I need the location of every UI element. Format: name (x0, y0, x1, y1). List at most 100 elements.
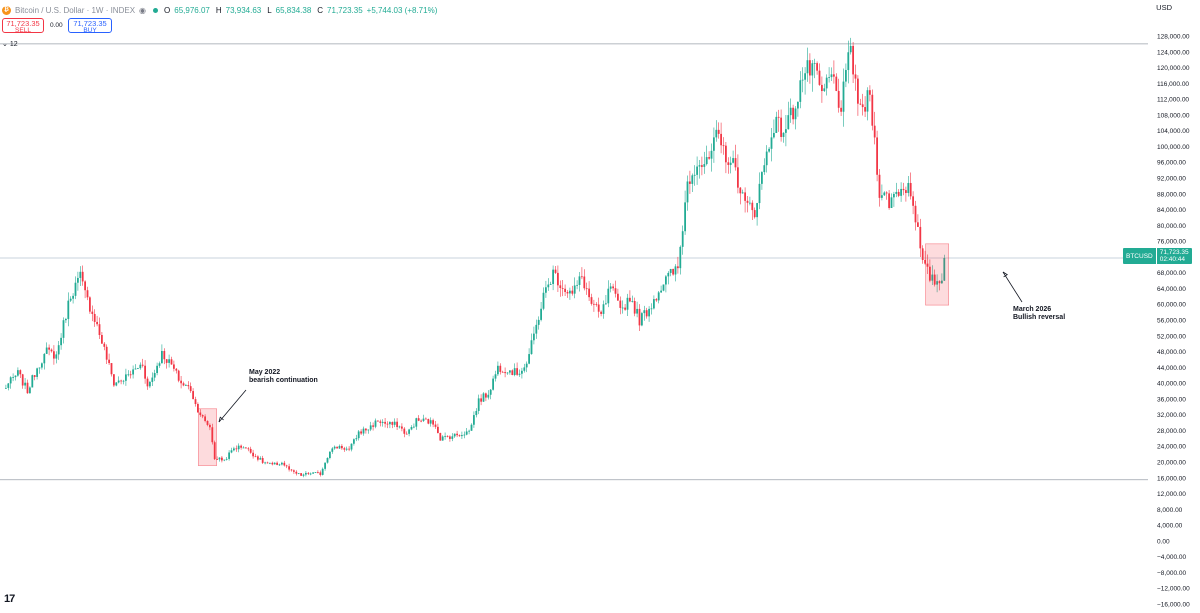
candle-body (734, 158, 737, 168)
open-value: 65,976.07 (174, 5, 210, 15)
candle-body (633, 301, 636, 314)
candle-body (547, 284, 550, 288)
y-axis-tick-label: 56,000.00 (1157, 318, 1186, 325)
candle-body (492, 378, 494, 390)
candle-body (247, 448, 250, 450)
arrow-march-2026 (1002, 271, 1023, 303)
candle-body (170, 359, 173, 365)
candle-body (823, 88, 826, 92)
candle-body (792, 107, 794, 120)
candle-body (223, 459, 226, 461)
candle-body (444, 435, 446, 437)
candle-body (117, 380, 120, 383)
candle-body (65, 318, 67, 321)
y-axis-tick-label: 48,000.00 (1157, 349, 1186, 356)
candle-body (905, 190, 907, 193)
buy-button[interactable]: 71,723.35 BUY (68, 18, 112, 34)
candle-body (314, 472, 317, 473)
candle-body (506, 372, 509, 374)
candle-body (705, 157, 708, 165)
candle-body (878, 174, 881, 198)
candle-body (861, 104, 864, 108)
y-axis-tick-label: 68,000.00 (1157, 270, 1186, 277)
symbol-title[interactable]: Bitcoin / U.S. Dollar · 1W · INDEX (15, 5, 136, 15)
candle-body (713, 137, 715, 151)
candle-body (405, 433, 408, 435)
candle-body (379, 421, 382, 423)
indicators-toggle[interactable]: ⌄ 12 (2, 40, 18, 49)
candle-body (17, 370, 19, 376)
candle-body (653, 299, 655, 309)
candle-body (21, 374, 24, 386)
candle-body (194, 399, 197, 405)
candle-body (101, 335, 103, 344)
candle-body (254, 456, 257, 458)
candle-body (439, 432, 442, 441)
candle-body (763, 165, 766, 173)
candle-body (89, 297, 91, 312)
arrow-shaft (218, 389, 247, 423)
candle-body (629, 297, 631, 302)
candle-body (761, 172, 763, 184)
candle-body (19, 370, 22, 375)
candle-body (348, 448, 350, 450)
y-axis-tick-label: 128,000.00 (1157, 34, 1190, 41)
candle-body (261, 458, 264, 463)
candle-body (331, 448, 334, 452)
candle-body (242, 447, 245, 449)
candle-body (557, 272, 559, 286)
candle-body (631, 301, 634, 302)
candle-body (48, 347, 50, 350)
candle-body (93, 313, 96, 322)
candle-body (413, 426, 415, 428)
candle-body (737, 167, 739, 188)
symbol-header[interactable]: ₿ Bitcoin / U.S. Dollar · 1W · INDEX ◉ O… (2, 3, 437, 17)
candle-body (283, 462, 286, 466)
candle-body (432, 420, 434, 425)
candle-body (643, 310, 646, 314)
sell-button[interactable]: 71,723.35 SELL (2, 18, 44, 34)
candle-body (305, 472, 307, 475)
candle-body (211, 427, 214, 443)
candle-body (240, 445, 242, 448)
candle-body (924, 259, 926, 264)
candle-body (751, 202, 754, 211)
candle-body (377, 420, 379, 422)
low-value: 65,834.38 (275, 5, 312, 15)
candle-body (273, 462, 276, 465)
candle-body (933, 274, 936, 285)
candle-body (681, 231, 684, 247)
candle-body (372, 425, 374, 427)
y-axis-tick-label: 20,000.00 (1157, 460, 1186, 467)
candle-body (309, 473, 312, 475)
candle-body (926, 263, 929, 267)
candle-body (451, 436, 454, 439)
candle-body (530, 340, 533, 355)
candle-body (132, 369, 134, 375)
eye-icon[interactable]: ◉ (139, 5, 147, 15)
candle-body (278, 464, 281, 466)
candle-body (857, 78, 859, 104)
candle-body (110, 363, 113, 375)
candle-body (345, 448, 348, 450)
candle-body (122, 380, 125, 382)
candle-body (689, 181, 691, 184)
candle-body (595, 303, 598, 305)
candle-body (336, 446, 338, 449)
candle-body (156, 365, 158, 374)
high-label: H (215, 5, 222, 15)
sell-price: 71,723.35 (6, 19, 40, 28)
candle-body (297, 473, 300, 474)
currency-selector[interactable]: USD (1156, 3, 1172, 12)
y-axis-tick-label: 124,000.00 (1157, 49, 1190, 56)
tradingview-logo[interactable]: 17 (4, 593, 15, 605)
y-axis-tick-label: 32,000.00 (1157, 412, 1186, 419)
candle-body (149, 381, 151, 387)
candle-body (909, 182, 912, 197)
candle-body (569, 290, 571, 294)
candle-body (588, 288, 590, 298)
candle-body (847, 52, 850, 71)
candle-body (732, 158, 734, 163)
candle-body (475, 410, 478, 416)
